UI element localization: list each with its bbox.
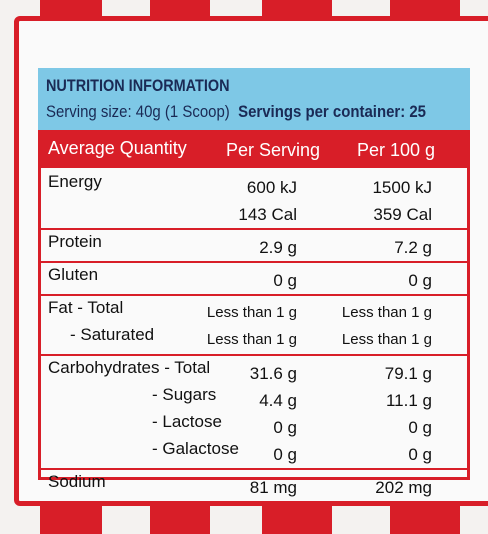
row-label: Sodium [48, 472, 106, 491]
per-100g: 0 g [408, 445, 432, 464]
per-serving: 0 g [273, 445, 297, 464]
per-100g: 7.2 g [394, 238, 432, 257]
per-100g: 11.1 g [385, 391, 432, 410]
header-band [38, 68, 470, 130]
stripe [390, 0, 460, 18]
row-label: - Sugars [152, 385, 217, 404]
row-separator [38, 468, 470, 470]
per-100g: 79.1 g [384, 364, 432, 383]
row-label: Energy [48, 172, 102, 191]
row-separator [38, 261, 470, 263]
servings-per-container: Servings per container: 25 [238, 102, 427, 121]
row-label: Fat - Total [48, 298, 124, 317]
per-serving: 4.4 g [259, 391, 297, 410]
column-header: Per Serving [225, 140, 320, 160]
row-separator [38, 294, 470, 296]
table-header [38, 130, 470, 168]
per-100g: 1500 kJ [372, 178, 432, 197]
per-serving: Less than 1 g [206, 331, 297, 348]
title: NUTRITION INFORMATION [46, 76, 230, 95]
stripe [150, 0, 210, 18]
per-serving: 0 g [273, 418, 297, 437]
per-100g: Less than 1 g [341, 304, 432, 321]
row-label: Carbohydrates - Total [48, 358, 211, 377]
per-serving: 0 g [273, 271, 297, 290]
per-serving: 600 kJ [246, 178, 297, 197]
serving-info: Serving size: 40g (1 Scoop) Servings per… [46, 102, 426, 122]
stripe [40, 0, 102, 18]
row-separator [38, 228, 470, 230]
row-label: Gluten [48, 265, 99, 284]
row-label: - Lactose [152, 412, 222, 431]
per-serving: 143 Cal [238, 205, 297, 224]
column-header: Per 100 g [356, 140, 435, 160]
row-label: - Saturated [70, 325, 155, 344]
per-serving: 31.6 g [249, 364, 297, 383]
per-100g: Less than 1 g [341, 331, 432, 348]
stripe [262, 0, 332, 18]
per-serving: 81 mg [249, 478, 297, 497]
per-serving: Less than 1 g [206, 304, 297, 321]
row-label: Protein [48, 232, 102, 251]
row-label: - Galactose [152, 439, 239, 458]
per-100g: 0 g [408, 418, 432, 437]
per-serving: 2.9 g [259, 238, 297, 257]
serving-size: Serving size: 40g (1 Scoop) [46, 102, 230, 121]
per-100g: 202 mg [375, 478, 432, 497]
column-header: Average Quantity [48, 138, 187, 158]
row-separator [38, 354, 470, 356]
table [38, 130, 470, 480]
per-100g: 359 Cal [373, 205, 432, 224]
per-100g: 0 g [408, 271, 432, 290]
